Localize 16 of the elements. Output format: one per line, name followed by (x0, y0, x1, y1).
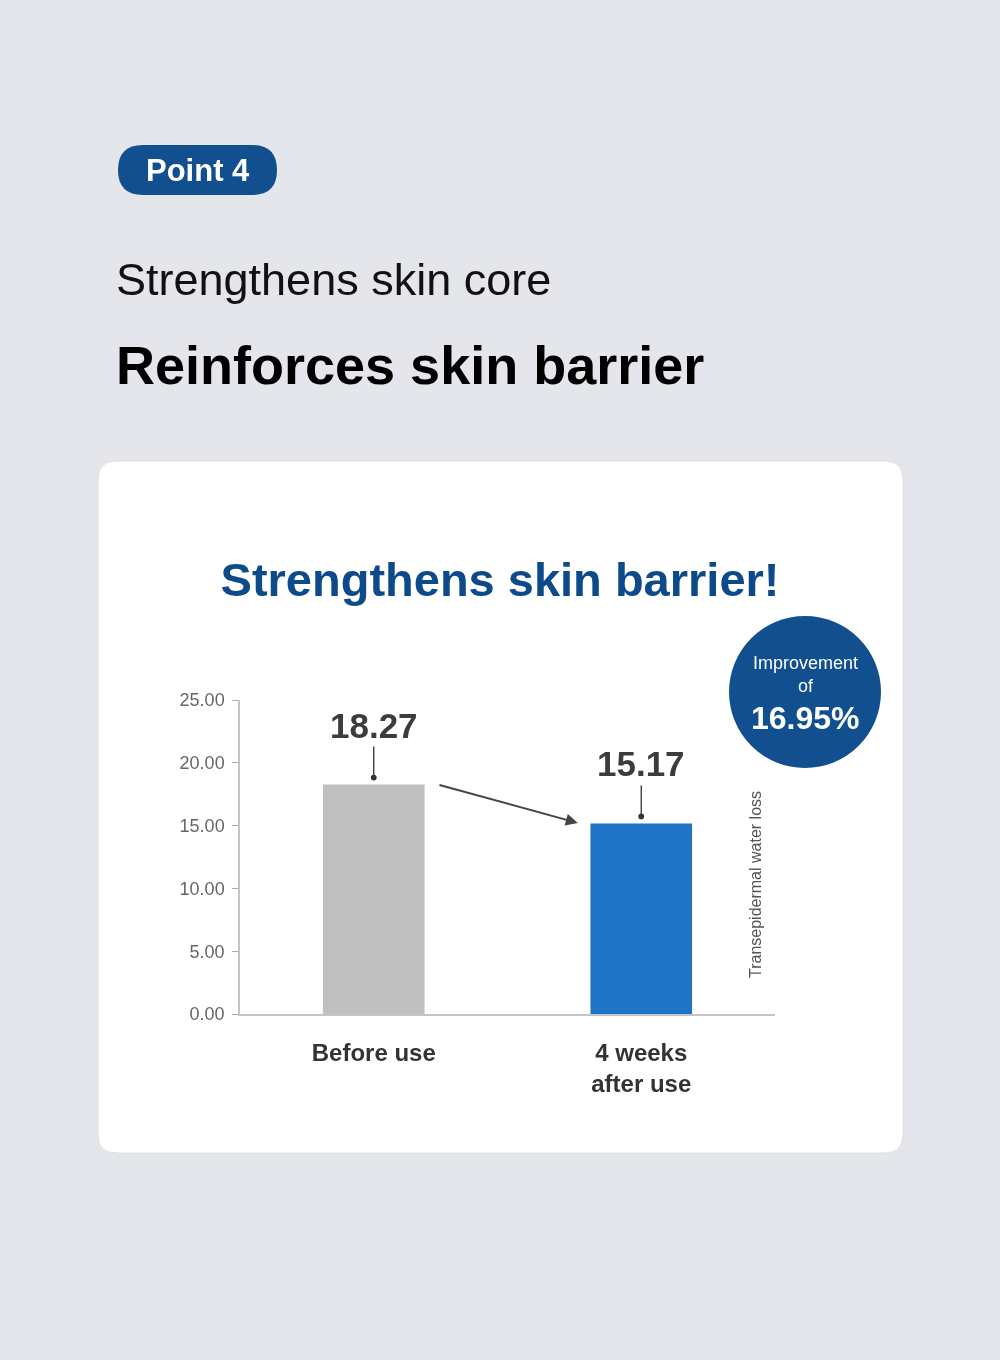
text: Point 4 (146, 153, 251, 188)
x-tick-label: 4 weeks after use (591, 1038, 692, 1097)
x-tick-label: Before use (311, 1038, 436, 1066)
chart-title: Strengthens skin barrier! (220, 553, 780, 607)
text: Strengthens skin core (116, 254, 552, 305)
y-tick-label: 10.00 (179, 878, 225, 899)
annotation: Improvement of 16.95% (751, 653, 860, 736)
y-tick-label: 20.00 (179, 753, 225, 774)
data-label: 18.27 (330, 706, 418, 745)
y-axis-title: Transepidermal water loss (747, 790, 764, 978)
y-tick-label: 0.00 (189, 1004, 225, 1025)
y-tick-label: 25.00 (179, 690, 225, 711)
y-tick-label: 5.00 (189, 941, 225, 962)
text: Reinforces skin barrier (116, 335, 705, 395)
data-label: 15.17 (597, 744, 685, 783)
y-tick-label: 15.00 (179, 815, 225, 836)
